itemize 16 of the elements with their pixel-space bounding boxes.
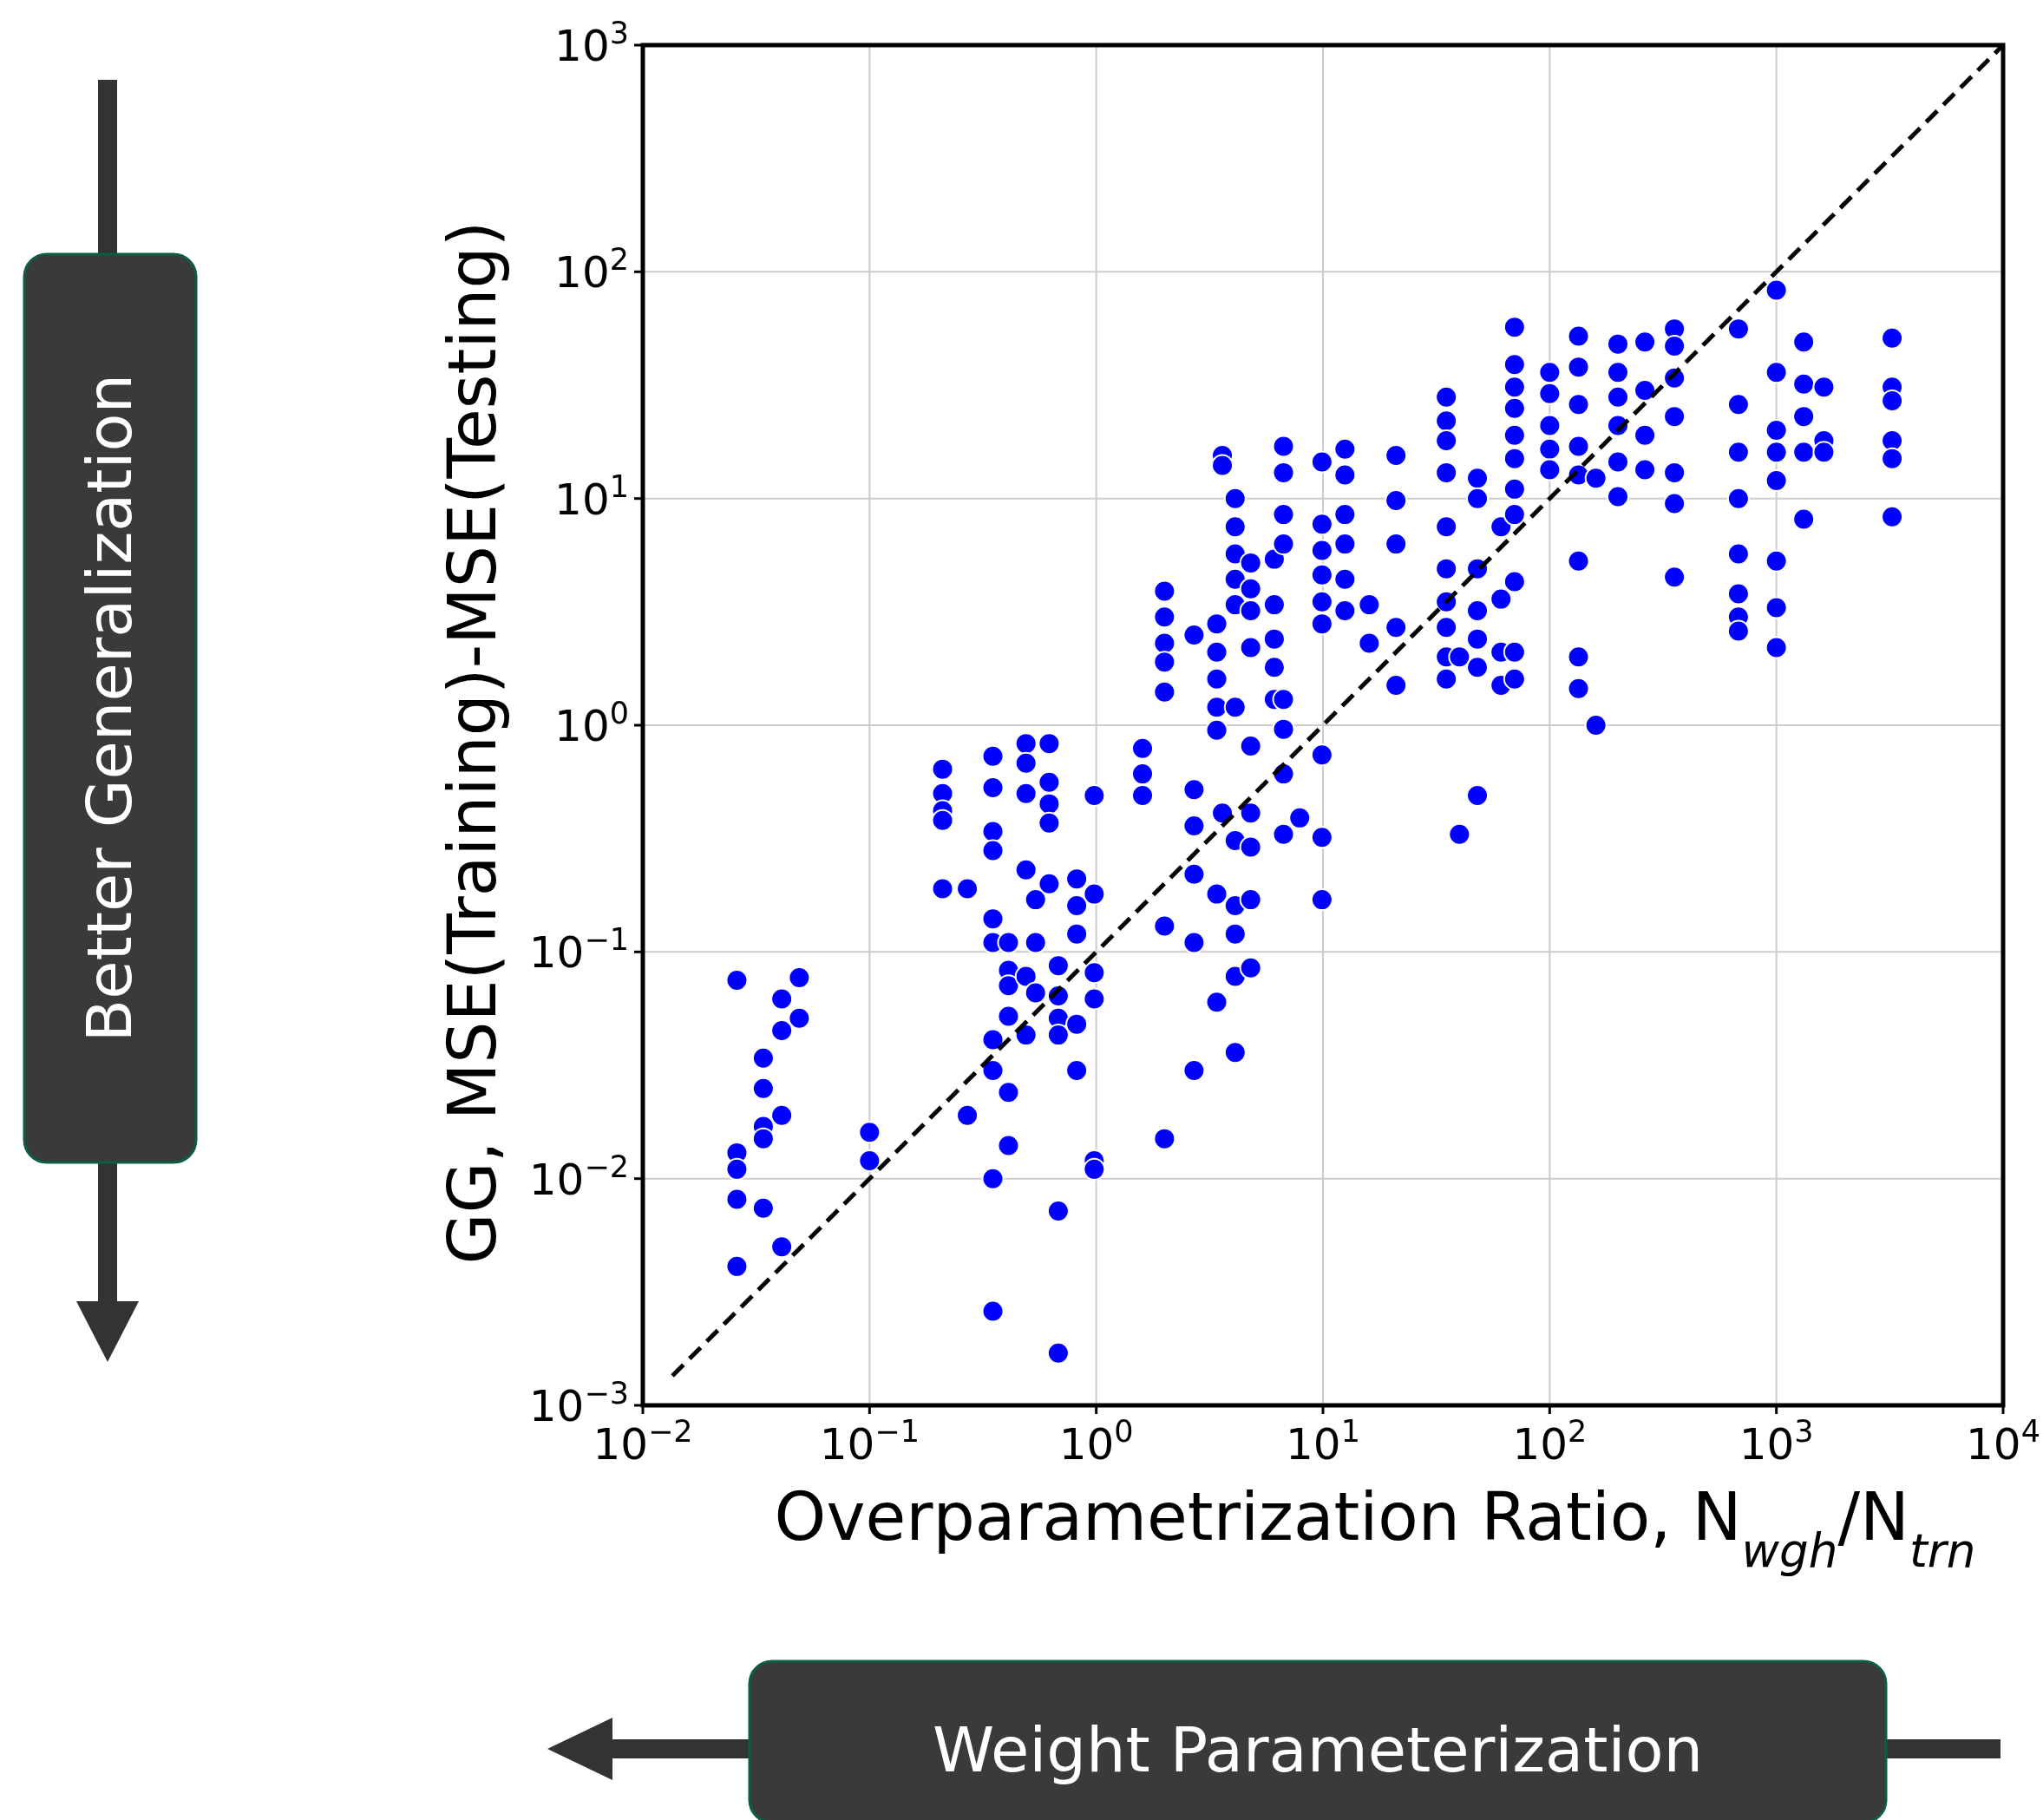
x-tick-label: 10$^{4}$ — [1966, 1414, 2040, 1470]
text: Better Generalization — [73, 373, 146, 1043]
x-axis-title: Overparametrization Ratio, N$_{wgh}$/N$_{trn}$ — [774, 1478, 1976, 1578]
y-tick-label: 10$^{1}$ — [554, 468, 629, 525]
y-tick-label: 10$^{0}$ — [554, 696, 629, 751]
y-tick-label: 10$^{−1}$ — [528, 922, 629, 979]
x-tick-label: 10$^{2}$ — [1512, 1414, 1588, 1470]
x-tick-label: 10$^{1}$ — [1286, 1414, 1360, 1470]
x-tick-label: 10$^{3}$ — [1739, 1414, 1814, 1470]
y-tick-label: 10$^{−2}$ — [528, 1149, 629, 1205]
text: Weight Parameterization — [932, 1713, 1704, 1786]
y-tick-label: 10$^{3}$ — [554, 16, 629, 71]
x-tick-label: 10$^{0}$ — [1058, 1414, 1134, 1470]
x-tick-label: 10$^{−1}$ — [819, 1414, 920, 1470]
y-tick-label: 10$^{2}$ — [554, 242, 629, 298]
y-axis-title: GG, MSE(Training)-MSE(Testing) — [434, 220, 511, 1265]
